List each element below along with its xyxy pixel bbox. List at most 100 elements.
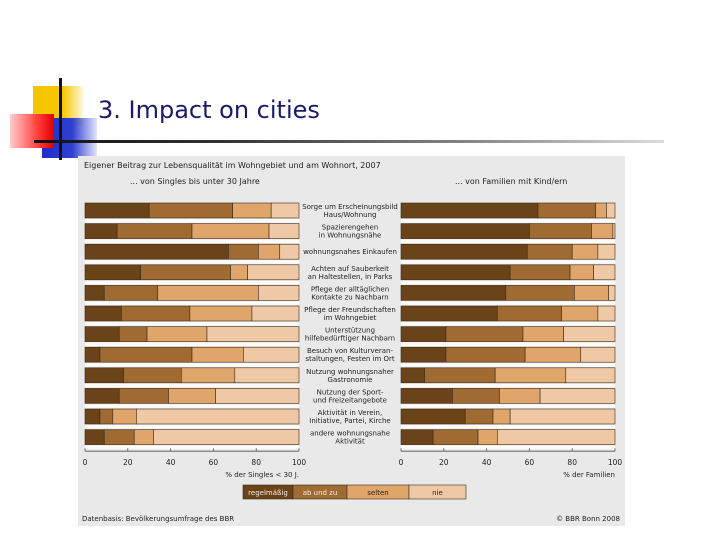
row-separator [85,301,299,305]
bar-segment-singles-regelmig [84,429,105,445]
right-panel-subtitle: ... von Familien mit Kind/ern [455,177,567,186]
category-label: Pflege der Freundschaften im Wohngebiet [304,306,396,322]
bar-segment-families-selten [574,285,609,301]
bar-segment-families-nie [597,305,616,322]
x-tick-label: 20 [439,458,449,467]
category-label: wohnungsnahes Einkaufen [303,248,397,256]
bar-segment-families-abundzu [509,264,571,281]
bar-segment-singles-nie [247,264,300,281]
row-separator [85,363,299,367]
bar-segment-families-abundzu [537,202,597,219]
bar-segment-singles-regelmig [84,367,124,384]
row-separator [401,425,615,429]
bar-segment-families-regelmig [400,346,447,363]
bar-segment-families-nie [593,264,616,281]
category-label: Achten auf Sauberkeit an Haltestellen, in… [308,265,393,281]
bar-segment-singles-selten [258,243,281,260]
bar-segment-singles-regelmig [84,388,120,404]
bar-segment-families-selten [477,429,498,445]
bar-segment-singles-nie [268,223,300,239]
row-separator [401,301,615,305]
bar-segment-singles-abundzu [99,408,114,425]
bar-segment-families-selten [569,264,594,281]
bar-segment-singles-nie [251,305,300,322]
bar-segment-singles-nie [215,388,300,404]
bar-segment-singles-abundzu [228,243,259,260]
bar-segment-singles-regelmig [84,408,101,425]
row-separator [85,383,299,388]
bar-segment-families-selten [492,408,511,425]
bar-segment-singles-abundzu [103,429,135,445]
bar-segment-families-regelmig [400,223,530,239]
x-tick-label: 100 [608,458,623,467]
bar-segment-families-abundzu [464,408,494,425]
bar-segment-singles-selten [189,305,253,322]
left-panel-subtitle: ... von Singles bis unter 30 Jahre [130,177,260,186]
bar-segment-families-regelmig [400,264,511,281]
category-label: Aktivität in Verein, Initiative, Partei, … [309,409,390,425]
row-separator [401,322,615,326]
bar-segment-singles-regelmig [84,202,150,219]
bar-segment-families-abundzu [526,243,573,260]
bar-segment-singles-nie [258,285,300,301]
legend-label: ab und zu [303,489,338,497]
bar-segment-singles-selten [157,285,259,301]
bar-segment-singles-selten [112,408,137,425]
bar-segment-singles-nie [153,429,300,445]
x-tick-label: 0 [83,458,88,467]
bar-segment-families-regelmig [400,305,498,322]
bar-segment-families-abundzu [424,367,496,384]
x-tick-label: 80 [251,458,261,467]
bar-segment-singles-selten [232,202,272,219]
row-separator [85,445,299,450]
row-separator [401,239,615,244]
bar-segment-families-nie [612,223,616,239]
x-tick-label: 40 [482,458,492,467]
bar-segment-families-abundzu [432,429,479,445]
category-label: Besuch von Kulturveran-staltungen, Feste… [305,347,395,363]
category-label: Sorge um Erscheinungsbild Haus/Wohnung [302,203,398,219]
bar-segment-singles-abundzu [118,388,169,404]
bar-segment-singles-abundzu [123,367,182,384]
bar-segment-families-regelmig [400,429,434,445]
bar-segment-singles-nie [270,202,300,219]
bar-segment-singles-abundzu [148,202,233,219]
bar-segment-singles-regelmig [84,285,105,301]
bar-segment-families-abundzu [505,285,575,301]
row-separator [401,363,615,367]
bar-segment-singles-abundzu [118,326,148,342]
legend-swatch [408,484,467,500]
row-separator [401,280,615,285]
x-axis-label: % der Singles < 30 J. [225,471,299,479]
x-tick-label: 0 [399,458,404,467]
row-separator [401,219,615,223]
slide-title: 3. Impact on cities [98,96,320,124]
category-label: Unterstützung hilfebedürftiger Nachbarn [305,327,395,343]
row-separator [401,445,615,450]
bar-segment-singles-regelmig [84,346,101,363]
bar-segment-families-nie [597,243,616,260]
bar-segment-families-selten [494,367,567,384]
x-axis-label: % der Familien [563,471,615,479]
row-separator [85,280,299,285]
bar-segment-families-nie [606,202,616,219]
bar-segment-families-nie [509,408,616,425]
chart-title: Eigener Beitrag zur Lebensqualität im Wo… [84,161,381,170]
row-separator [85,239,299,244]
bar-segment-families-selten [591,223,614,239]
bar-segment-singles-selten [191,223,270,239]
row-separator [85,342,299,347]
bar-segment-families-nie [580,346,616,363]
bar-segment-singles-nie [234,367,300,384]
bar-segment-singles-abundzu [121,305,191,322]
chart-svg: Eigener Beitrag zur Lebensqualität im Wo… [82,161,623,523]
bar-segment-families-regelmig [400,202,539,219]
bar-segment-singles-abundzu [103,285,159,301]
category-label: Nutzung wohnungsnaher Gastronomie [306,368,394,384]
copyright-note: © BBR Bonn 2008 [556,515,620,523]
bar-segment-families-selten [499,388,541,404]
bar-segment-singles-selten [146,326,208,342]
x-tick-label: 60 [525,458,535,467]
bar-segment-singles-abundzu [99,346,193,363]
bar-segment-singles-selten [230,264,248,281]
